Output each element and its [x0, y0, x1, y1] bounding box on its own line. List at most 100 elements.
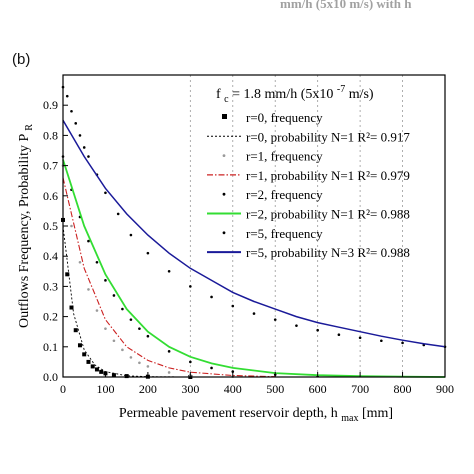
- series-6-point-21: [358, 336, 362, 340]
- x-axis-label-sub: max: [341, 413, 358, 424]
- legend-label-3: r=1, probability N=1 R²= 0.979: [246, 168, 410, 183]
- series-6-point-6: [87, 155, 90, 158]
- series-4-point-5: [104, 279, 107, 282]
- series-2-point-2: [78, 260, 82, 264]
- series-6-point-11: [146, 251, 150, 255]
- x-tick-label-9: 900: [436, 382, 454, 396]
- legend-item-6: r=5, frequency: [222, 226, 323, 241]
- series-6-point-15: [231, 304, 235, 308]
- legend-swatch-6: [222, 231, 226, 235]
- series-6-point-4: [78, 134, 82, 137]
- series-6-point-16: [252, 312, 256, 315]
- annotation: f c = 1.8 mm/h (5x10 -7 m/s): [216, 81, 374, 106]
- series-0-point-12: [124, 374, 129, 379]
- series-0-point-4: [77, 343, 82, 348]
- y-tick-label-9: 0.9: [43, 98, 58, 112]
- panel-label: (b): [12, 51, 30, 68]
- y-axis-label-main: Outflows Frequency, Probability P: [17, 133, 32, 328]
- annotation-sup: -7: [337, 84, 345, 95]
- y-tick-label-5: 0.5: [43, 219, 58, 233]
- series-6: [61, 85, 447, 349]
- x-tick-label-4: 400: [224, 382, 242, 396]
- series-6-point-23: [401, 341, 404, 345]
- series-2-point-3: [87, 288, 90, 291]
- y-axis-label-sub: R: [24, 124, 35, 131]
- series-6-point-8: [104, 191, 107, 195]
- legend-swatch-4: [222, 192, 226, 196]
- series-2-point-9: [138, 361, 141, 365]
- x-tick-label-8: 800: [394, 382, 412, 396]
- y-tick-label-8: 0.8: [43, 128, 58, 142]
- series-6-point-19: [316, 328, 319, 332]
- y-tick-label-3: 0.3: [43, 279, 58, 293]
- series-2-point-1: [70, 224, 73, 228]
- x-axis-label: Permeable pavement reservoir depth, h ma…: [119, 406, 393, 425]
- legend-item-2: r=1, frequency: [222, 149, 323, 164]
- series-6-point-12: [167, 270, 171, 273]
- series-6-point-20: [337, 333, 341, 337]
- legend-item-3: r=1, probability N=1 R²= 0.979: [207, 168, 410, 183]
- legend-label-4: r=2, frequency: [246, 187, 323, 202]
- x-axis-label-main: Permeable pavement reservoir depth, h: [119, 406, 338, 421]
- series-4-point-10: [146, 334, 150, 338]
- series-5-line: [62, 159, 446, 378]
- series-0-point-9: [99, 369, 104, 374]
- legend-swatch-2: [222, 154, 226, 158]
- legend-item-7: r=5, probability N=3 R²= 0.988: [207, 245, 410, 260]
- legend-label-0: r=0, frequency: [246, 110, 323, 125]
- ticks: 0 100 200 300 400 500 600 700 800 900 0.0 0.1 0.2 0.3…: [43, 98, 454, 396]
- x-tick-label-1: 100: [96, 382, 114, 396]
- y-axis-label: Outflows Frequency, Probability P R: [17, 124, 35, 328]
- y-tick-label-0: 0.0: [43, 370, 58, 384]
- y-tick-label-4: 0.4: [43, 249, 58, 263]
- series-0-point-2: [69, 305, 74, 310]
- legend-label-2: r=1, frequency: [246, 149, 323, 164]
- legend-swatch-0: [222, 114, 227, 119]
- series-6-point-2: [70, 109, 73, 113]
- series-layer: [61, 85, 447, 379]
- x-axis-label-tail: [mm]: [362, 406, 393, 421]
- x-tick-label-6: 600: [309, 382, 327, 396]
- series-2-point-7: [121, 348, 124, 352]
- series-6-point-18: [295, 324, 298, 327]
- y-tick-label-1: 0.1: [43, 340, 58, 354]
- x-tick-label-5: 500: [266, 382, 284, 396]
- y-tick-label-2: 0.2: [43, 310, 58, 324]
- series-5: [62, 159, 446, 378]
- y-tick-label-6: 0.6: [43, 189, 58, 203]
- legend-label-6: r=5, frequency: [246, 226, 323, 241]
- legend-item-4: r=2, frequency: [222, 187, 323, 202]
- x-tick-label-2: 200: [139, 382, 157, 396]
- x-tick-label-0: 0: [60, 382, 66, 396]
- series-3-line: [62, 177, 276, 378]
- series-6-point-22: [380, 339, 383, 343]
- annotation-post: m/s): [349, 87, 374, 102]
- annotation-mid: = 1.8 mm/h (5x10: [232, 87, 333, 102]
- series-4-point-13: [210, 366, 213, 370]
- series-0-point-8: [94, 367, 99, 372]
- legend-item-1: r=0, probability N=1 R²= 0.917: [207, 129, 410, 144]
- series-0-point-7: [90, 364, 95, 369]
- series-0-point-5: [82, 352, 87, 357]
- series-6-point-9: [116, 212, 120, 216]
- series-7-line: [62, 119, 446, 348]
- plot-area: [63, 75, 445, 377]
- series-6-point-3: [74, 122, 78, 125]
- x-tick-label-3: 300: [181, 382, 199, 396]
- series-6-point-5: [82, 146, 86, 149]
- series-6-point-10: [129, 233, 133, 237]
- series-3: [62, 177, 276, 378]
- annotation-pre: f: [216, 87, 221, 102]
- series-0-point-6: [86, 359, 91, 364]
- series-4-point-8: [129, 318, 133, 321]
- series-6-point-14: [210, 295, 213, 299]
- clipped-caption: mm/h (5x10 m/s) with h: [280, 0, 412, 11]
- series-4-point-6: [112, 294, 116, 297]
- series-2-point-5: [104, 327, 107, 330]
- series-7: [62, 119, 446, 348]
- series-4-point-9: [138, 327, 141, 330]
- legend-item-5: r=2, probability N=1 R²= 0.988: [207, 207, 410, 222]
- series-2-point-10: [146, 365, 150, 368]
- annotation-sub: c: [224, 94, 229, 105]
